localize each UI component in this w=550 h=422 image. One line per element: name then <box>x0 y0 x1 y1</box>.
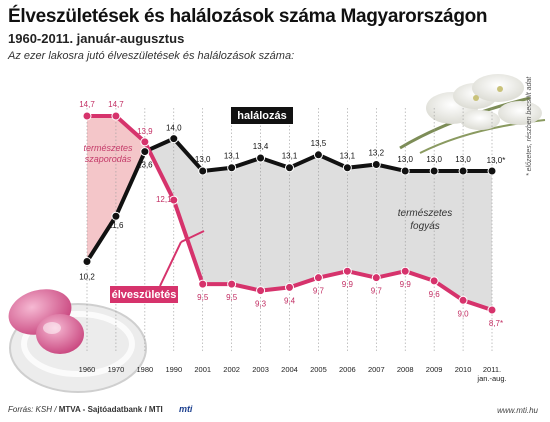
annotation-natural-increase-2: szaporodás <box>85 154 132 164</box>
deaths-data-label: 13,0 <box>195 155 211 164</box>
x-tick-label: 2004 <box>281 365 298 374</box>
x-tick-label: 2002 <box>223 365 240 374</box>
births-point <box>400 266 410 276</box>
pacifier-illustration <box>8 289 147 393</box>
x-tick-label: 2010 <box>455 365 472 374</box>
births-data-label: 14,7 <box>108 100 124 109</box>
births-point <box>371 273 381 283</box>
births-point <box>140 137 150 147</box>
annotation-natural-decrease-1: természetes <box>398 208 452 219</box>
deaths-data-label: 13,1 <box>340 152 356 161</box>
chart-caption: Az ezer lakosra jutó élveszületések és h… <box>8 50 295 62</box>
births-data-label: 9,0 <box>458 309 470 318</box>
births-data-label: 9,6 <box>429 290 441 299</box>
births-point <box>256 286 266 296</box>
annotation-natural-increase-1: természetes <box>83 143 133 153</box>
deaths-data-label: 10,2 <box>79 273 95 282</box>
births-data-label: 8,7* <box>489 319 503 328</box>
births-data-label: 12,1 <box>156 195 172 204</box>
deaths-point <box>169 134 179 144</box>
deaths-point <box>342 163 352 173</box>
x-tick-label: 2007 <box>368 365 385 374</box>
deaths-point <box>82 257 92 266</box>
annotation-natural-decrease-2: fogyás <box>410 221 439 232</box>
births-point <box>313 273 323 283</box>
x-tick-label: 2003 <box>252 365 269 374</box>
deaths-point <box>313 150 323 160</box>
source-prefix: Forrás: KSH / <box>8 405 59 414</box>
legend-deaths-label: halálozás <box>237 110 287 122</box>
births-point <box>82 111 92 121</box>
deaths-data-label: 13,5 <box>311 139 327 148</box>
births-point <box>111 111 121 121</box>
deaths-data-label: 11,6 <box>108 221 124 230</box>
source-line: Forrás: KSH / MTVA - Sajtóadatbank / MTI… <box>8 404 192 414</box>
births-data-label: 9,7 <box>371 287 383 296</box>
x-tick-label: 1980 <box>137 365 154 374</box>
deaths-data-label: 13,1 <box>224 152 240 161</box>
deaths-point <box>429 166 439 176</box>
deaths-data-label: 13,0 <box>397 155 413 164</box>
births-data-label: 9,4 <box>284 296 296 305</box>
x-tick-label: 2006 <box>339 365 356 374</box>
chart-title: Élveszületések és halálozások száma Magy… <box>8 6 488 27</box>
births-point <box>169 195 179 205</box>
flowers-illustration <box>399 74 546 154</box>
x-tick-label: 2011. jan.-aug. <box>476 365 506 383</box>
deaths-data-label: 13,1 <box>282 152 298 161</box>
deaths-data-label: 13,0 <box>426 155 442 164</box>
website-link[interactable]: www.mti.hu <box>497 406 538 415</box>
births-point <box>227 279 237 289</box>
births-point <box>429 276 439 286</box>
births-data-label: 9,5 <box>226 293 238 302</box>
births-point <box>198 279 208 289</box>
mti-logo: mti <box>178 404 193 414</box>
x-tick-label: 1990 <box>165 365 182 374</box>
births-data-label: 9,7 <box>313 287 325 296</box>
births-data-label: 9,9 <box>342 280 354 289</box>
deaths-data-label: 13,6 <box>137 161 153 170</box>
legend-births-box <box>110 286 178 303</box>
deaths-point <box>487 166 497 176</box>
x-tick-label: 2005 <box>310 365 327 374</box>
deaths-data-label: 13,0 <box>455 155 471 164</box>
deaths-data-label: 14,0 <box>166 124 182 133</box>
legend-deaths-box <box>231 107 293 124</box>
x-tick-label: 2001 <box>194 365 211 374</box>
births-point <box>487 305 497 315</box>
deaths-point <box>227 163 237 173</box>
deaths-data-label: 13,4 <box>253 142 269 151</box>
deaths-point <box>285 163 294 173</box>
births-data-label: 14,7 <box>79 100 95 109</box>
x-tick-label: 1970 <box>108 365 125 374</box>
deaths-point <box>458 166 468 176</box>
x-tick-label: 1960 <box>79 365 96 374</box>
source-bold: MTVA - Sajtóadatbank / MTI <box>58 405 163 414</box>
chart-subtitle: 1960-2011. január-augusztus <box>8 31 185 46</box>
footnote: * előzetes, részben becsült adat <box>526 76 533 176</box>
births-point <box>342 266 352 276</box>
natural-increase-area <box>87 116 149 262</box>
legend-births-label: élveszületés <box>112 289 177 301</box>
x-tick-label: 2008 <box>397 365 414 374</box>
births-data-label: 9,9 <box>400 280 412 289</box>
deaths-point <box>140 147 150 157</box>
births-data-label: 9,3 <box>255 300 267 309</box>
births-point <box>285 282 294 292</box>
deaths-point <box>111 211 121 221</box>
births-point <box>458 295 468 305</box>
deaths-data-label: 13,2 <box>368 149 384 158</box>
deaths-point <box>198 166 208 176</box>
deaths-point <box>371 160 381 169</box>
births-data-label: 9,5 <box>197 293 209 302</box>
deaths-point <box>400 166 410 176</box>
births-data-label: 13,9 <box>137 127 153 136</box>
deaths-point <box>256 153 266 163</box>
x-tick-label: 2009 <box>426 365 443 374</box>
deaths-data-label: 13,0* <box>487 156 506 165</box>
